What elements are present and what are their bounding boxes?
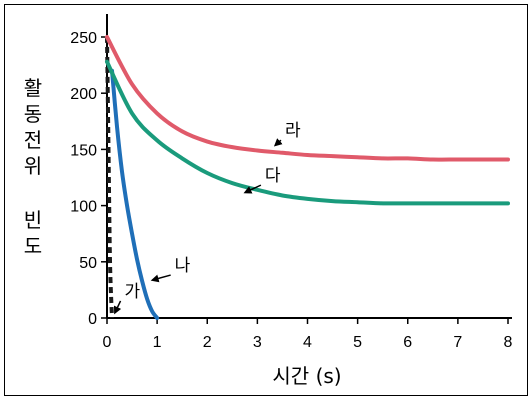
annotation-label: 다 [265,166,281,186]
y-tick-label: 100 [70,199,97,216]
annotation-layer: 가 나 다 라 [113,121,301,315]
series-line-2 [110,68,160,320]
annotation-arrow [243,184,262,194]
x-tick-label: 3 [253,334,262,351]
y-tick-label: 200 [70,86,97,103]
series-layer [105,35,510,320]
annotation-arrow [113,300,122,315]
annotation-label: 가 [125,282,141,302]
y-axis-label-char: 전 [24,128,42,152]
y-axis-label-char: 동 [24,102,42,126]
x-tick-label: 1 [153,334,162,351]
y-tick-label: 0 [88,311,97,328]
y-axis-label-char: 빈 [24,208,42,232]
x-tick-label: 6 [403,334,412,351]
x-tick-label: 0 [103,334,112,351]
chart-frame [4,4,528,396]
x-tick-label: 5 [353,334,362,351]
x-tick-label: 4 [303,334,312,351]
series-line-4 [105,35,510,162]
x-tick-label: 7 [453,334,462,351]
y-axis-label-char: 도 [24,234,42,258]
y-tick-label: 50 [79,255,97,272]
x-tick-label: 2 [203,334,212,351]
x-tick-label: 8 [504,334,513,351]
annotation-arrow [273,138,283,147]
annotation-arrow [150,274,171,283]
y-axis-label-char: 위 [24,154,42,178]
series-line-1 [105,36,115,319]
series-line-3 [105,59,510,206]
x-axis-label: 시간 (s) [272,364,341,388]
y-tick-label: 250 [70,30,97,47]
y-tick-label: 150 [70,142,97,159]
annotation-label: 라 [285,121,301,141]
annotation-label: 나 [175,256,191,276]
y-axis-label-char: 활 [24,76,42,100]
